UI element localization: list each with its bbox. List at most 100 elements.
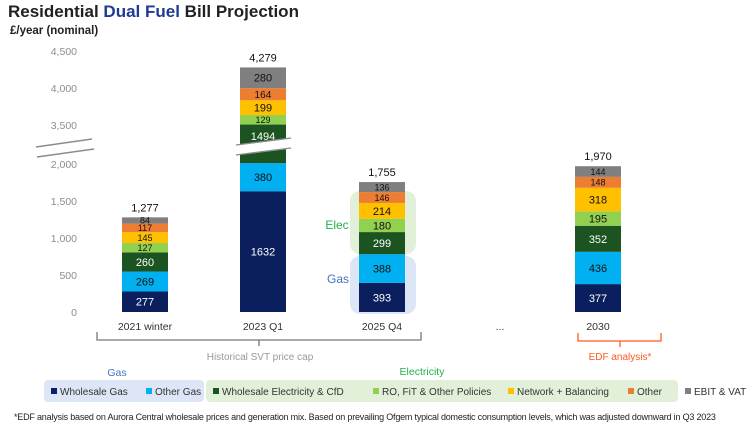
y-tick-label: 1,500 — [51, 196, 77, 208]
bar-segment — [122, 271, 168, 292]
legend-swatch — [213, 388, 219, 394]
data-label: 299 — [373, 238, 391, 250]
legend-swatch — [685, 388, 691, 394]
bar-segment — [359, 232, 405, 255]
data-label: 180 — [373, 220, 391, 232]
total-label: 1,970 — [584, 151, 612, 163]
data-label: 280 — [254, 73, 272, 85]
bar-segment — [122, 242, 168, 253]
bar-segment — [359, 254, 405, 283]
data-label: 1632 — [251, 247, 275, 259]
legend-label: RO, FiT & Other Policies — [382, 387, 491, 398]
bar-segment — [359, 218, 405, 233]
data-label: 318 — [589, 195, 607, 207]
data-label: 199 — [254, 103, 272, 115]
legend-elec-bg — [206, 380, 678, 402]
y-tick-label: 4,500 — [51, 46, 77, 58]
y-tick-label: 2,000 — [51, 159, 77, 171]
data-label: 380 — [254, 172, 272, 184]
bar-segment — [575, 251, 621, 285]
data-label: 352 — [589, 234, 607, 246]
footnote: *EDF analysis based on Aurora Central wh… — [14, 412, 716, 422]
bar-segment — [122, 291, 168, 312]
legend-label: Wholesale Gas — [60, 387, 128, 398]
legend-group-electricity: Electricity — [400, 366, 446, 378]
x-tick-label: 2023 Q1 — [243, 321, 283, 333]
bar-segment — [575, 225, 621, 252]
legend-swatch — [508, 388, 514, 394]
legend-swatch — [146, 388, 152, 394]
chart-title: Residential Dual Fuel Bill Projection — [8, 2, 299, 21]
bar-segment — [575, 187, 621, 212]
bar-segment — [240, 100, 286, 116]
legend-label: EBIT & VAT — [694, 387, 746, 398]
unit-label: £/year (nominal) — [10, 25, 99, 37]
bar-segment — [240, 163, 286, 192]
bar-segment — [240, 88, 286, 101]
y-tick-label: 500 — [59, 270, 77, 282]
data-label: 146 — [374, 193, 389, 203]
data-label: 117 — [138, 223, 152, 233]
legend-swatch — [628, 388, 634, 394]
data-label: 145 — [137, 233, 152, 243]
legend-label: Other Gas — [155, 387, 201, 398]
historical-bracket — [96, 332, 422, 346]
x-tick-label: 2021 winter — [118, 321, 173, 333]
total-label: 4,279 — [249, 52, 277, 64]
bar-segment — [575, 284, 621, 312]
data-label: 148 — [590, 178, 605, 188]
bar-segment — [240, 191, 286, 312]
total-label: 1,277 — [131, 202, 159, 214]
y-tick-label: 0 — [71, 307, 77, 319]
bar-segment — [359, 282, 405, 312]
legend-group-gas: Gas — [107, 367, 126, 379]
bar-break-mark — [235, 137, 292, 146]
bar-segment — [122, 217, 168, 224]
axis-break-mark — [36, 148, 95, 158]
edf-bracket — [577, 333, 662, 347]
legend-label: Other — [637, 387, 663, 398]
ellipsis-label: ... — [496, 321, 505, 333]
data-label: 164 — [255, 90, 272, 101]
y-tick-label: 3,500 — [51, 120, 77, 132]
legend-gas-bg — [44, 380, 204, 402]
gas-highlight-label: Gas — [327, 272, 349, 286]
legend-label: Network + Balancing — [517, 387, 609, 398]
bar-segment — [122, 232, 168, 243]
y-tick-label: 1,000 — [51, 233, 77, 245]
elec-highlight-label: Elec — [325, 218, 348, 232]
total-label: 1,755 — [368, 167, 396, 179]
data-label: 214 — [373, 206, 391, 218]
legend-label: Wholesale Electricity & CfD — [222, 387, 344, 398]
data-label: 388 — [373, 264, 391, 276]
y-tick-label: 4,000 — [51, 83, 77, 95]
axis-break-mark — [35, 138, 93, 148]
bar-break-mark — [235, 147, 292, 156]
data-label: 277 — [136, 297, 154, 309]
data-label: 129 — [255, 115, 270, 125]
data-label: 377 — [589, 293, 607, 305]
data-label: 1494 — [251, 131, 275, 143]
bar-segment — [359, 182, 405, 193]
data-label: 436 — [589, 263, 607, 275]
bar-segment — [240, 67, 286, 89]
bar-segment — [359, 202, 405, 219]
bar-segment — [575, 211, 621, 226]
data-label: 260 — [136, 257, 154, 269]
data-label: 127 — [137, 243, 152, 253]
data-label: 84 — [140, 216, 150, 226]
bar-segment — [359, 192, 405, 203]
bar-segment — [575, 166, 621, 177]
data-label: 195 — [589, 214, 607, 226]
x-tick-label: 2030 — [586, 321, 610, 333]
data-label: 269 — [136, 277, 154, 289]
x-tick-label: 2025 Q4 — [362, 321, 402, 333]
bar-segment — [122, 252, 168, 272]
data-label: 144 — [590, 167, 605, 177]
bar-segment — [122, 223, 168, 233]
historical-label: Historical SVT price cap — [207, 352, 314, 363]
edf-label: EDF analysis* — [589, 352, 652, 363]
data-label: 393 — [373, 292, 391, 304]
